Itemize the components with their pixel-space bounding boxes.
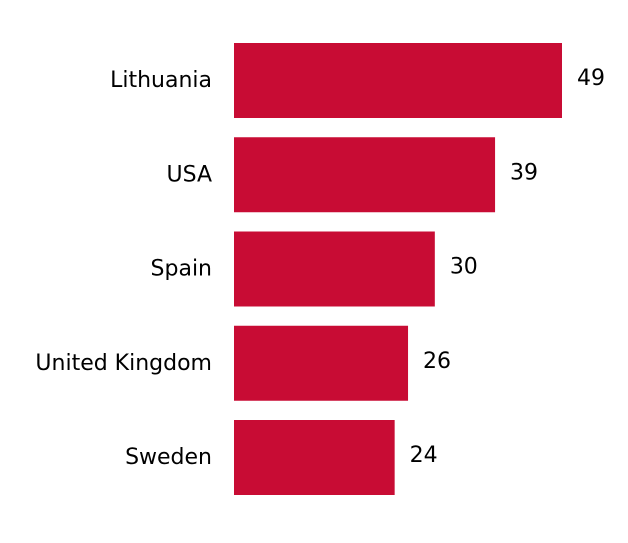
value-label-usa: 39 (510, 160, 538, 185)
bar-sweden (234, 420, 395, 495)
category-label-usa: USA (166, 162, 212, 187)
value-label-spain: 30 (450, 255, 478, 280)
bars-layer (234, 43, 562, 495)
category-labels: Lithuania USA Spain United Kingdom Sweden (35, 68, 212, 470)
category-label-sweden: Sweden (125, 445, 212, 470)
category-label-united-kingdom: United Kingdom (35, 351, 212, 376)
category-label-lithuania: Lithuania (110, 68, 212, 93)
value-labels: 49 39 30 26 24 (410, 66, 605, 468)
bar-spain (234, 231, 435, 307)
bar-united-kingdom (234, 325, 409, 401)
bar-usa (234, 137, 496, 213)
value-label-united-kingdom: 26 (423, 349, 451, 374)
value-label-lithuania: 49 (577, 66, 605, 91)
bar-lithuania (234, 43, 562, 118)
value-label-sweden: 24 (410, 443, 438, 468)
category-label-spain: Spain (151, 257, 212, 282)
